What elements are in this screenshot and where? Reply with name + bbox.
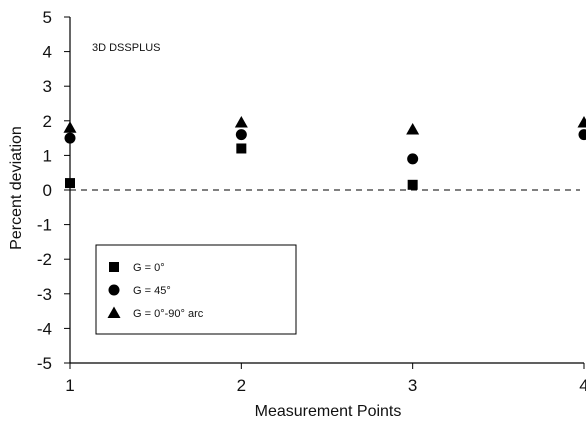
y-tick-label: 1: [43, 146, 52, 165]
y-tick-label: -2: [37, 250, 52, 269]
point-circle: [64, 132, 76, 144]
point-square: [236, 143, 247, 154]
y-tick-label: 3: [43, 77, 52, 96]
y-tick-label: -4: [37, 319, 52, 338]
point-circle: [578, 129, 586, 141]
legend: G = 0° G = 45° G = 0°-90° arc: [95, 244, 297, 335]
y-tick-label: -5: [37, 354, 52, 373]
chart-annotation: 3D DSSPLUS: [92, 42, 160, 54]
y-tick-label: 5: [43, 8, 52, 27]
series-triangle: [63, 116, 586, 135]
y-tick-label: -1: [37, 216, 52, 235]
point-square: [65, 178, 75, 189]
legend-label: G = 0°-90° arc: [133, 308, 204, 320]
point-square: [407, 179, 418, 190]
y-tick-label: 0: [43, 181, 52, 200]
x-tick-label: 4: [579, 376, 586, 395]
y-tick-label: 4: [43, 43, 52, 62]
legend-marker-triangle: [107, 306, 121, 318]
y-tick-label: -3: [37, 285, 52, 304]
y-tick-label: 2: [43, 112, 52, 131]
x-axis-title: Measurement Points: [255, 403, 402, 420]
axes: 5 4 3 2 1 0 -1 -2 -3 -4 -5 1 2 3 4: [37, 8, 586, 395]
point-triangle: [406, 122, 420, 135]
x-tick-label: 2: [237, 376, 246, 395]
legend-label: G = 45°: [133, 285, 171, 297]
data-marks: [63, 116, 586, 190]
point-circle: [407, 153, 419, 165]
series-square: [65, 143, 418, 190]
point-triangle: [577, 116, 586, 128]
legend-label: G = 0°: [133, 262, 165, 274]
series-circle: [64, 129, 586, 165]
legend-marker-circle: [108, 284, 120, 296]
point-triangle: [63, 121, 77, 133]
legend-box: [95, 244, 297, 335]
x-tick-label: 3: [408, 376, 417, 395]
x-tick-label: 1: [65, 376, 74, 395]
legend-marker-square: [109, 262, 119, 272]
y-axis-title: Percent deviation: [8, 126, 25, 250]
point-circle: [235, 129, 247, 141]
point-triangle: [234, 116, 248, 128]
